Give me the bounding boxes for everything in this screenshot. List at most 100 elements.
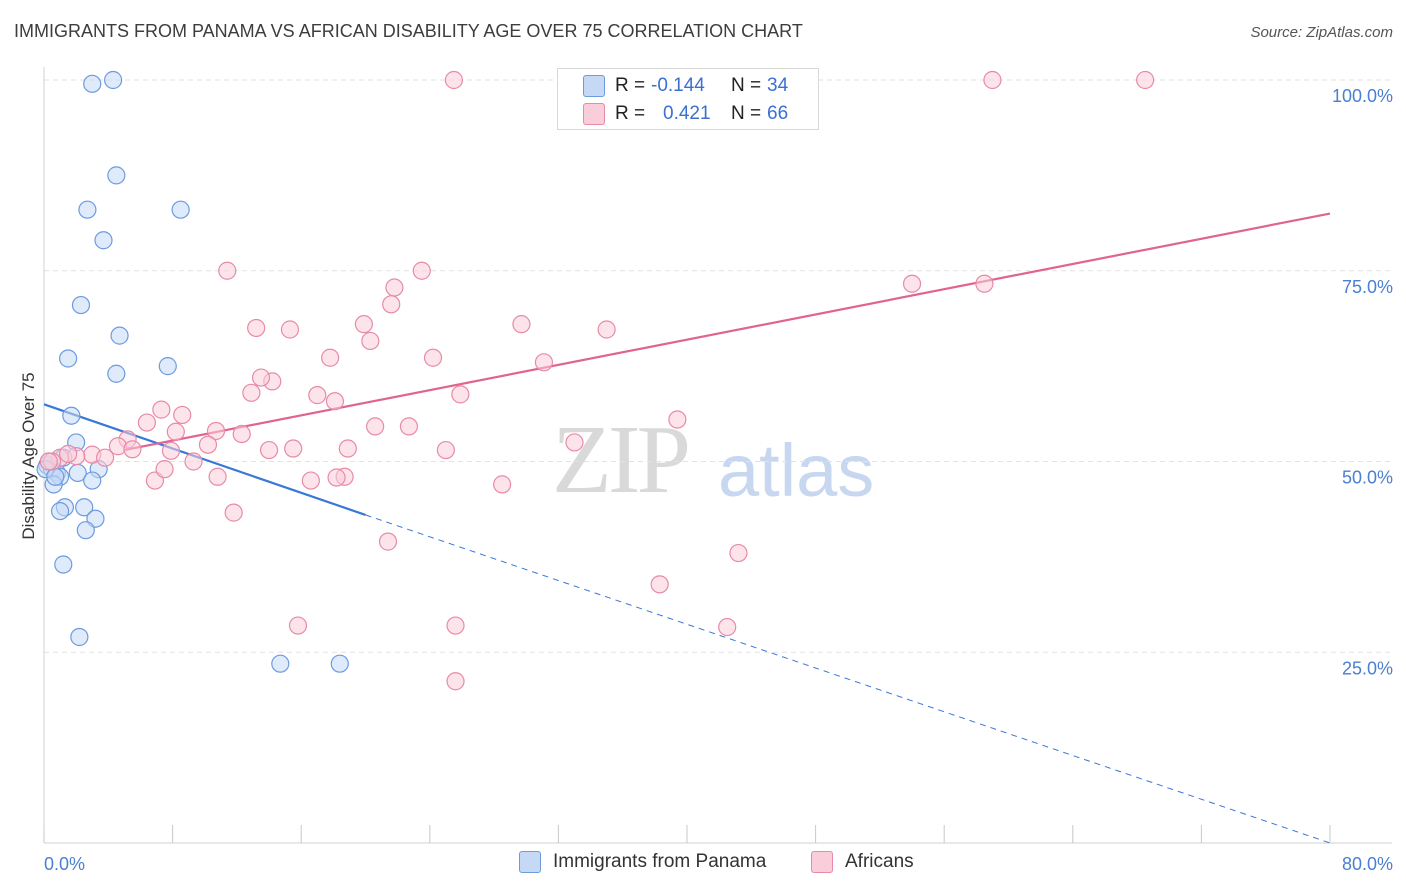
axes	[43, 67, 1392, 844]
africans-point	[338, 439, 357, 458]
legend: Immigrants from Panama Africans	[0, 851, 1406, 879]
n-value: 66	[767, 103, 789, 124]
africans-point	[718, 617, 737, 637]
y-tick-label: 75.0%	[1342, 277, 1393, 297]
africans-point	[308, 386, 327, 405]
panama-point	[330, 654, 349, 673]
stats-swatch-africans	[583, 103, 605, 125]
tick-labels: 100.0% 75.0% 50.0% 25.0% 0.0% 80.0%	[44, 86, 1393, 874]
r-value: -0.144	[651, 75, 705, 96]
africans-point	[208, 467, 227, 486]
africans-point	[436, 440, 455, 460]
panama-trendline-extension	[365, 514, 1331, 844]
y-tick-label: 25.0%	[1342, 658, 1393, 678]
africans-point	[161, 441, 181, 460]
africans-point	[280, 320, 300, 339]
panama-point	[76, 521, 95, 540]
africans-point	[650, 575, 669, 594]
africans-point	[39, 452, 58, 471]
panama-trendline	[43, 403, 366, 516]
africans-point	[399, 417, 419, 436]
africans-point	[173, 405, 192, 425]
africans-point	[232, 424, 251, 444]
africans-point	[155, 460, 174, 479]
panama-point	[104, 70, 123, 90]
africans-point	[284, 439, 303, 458]
africans-point	[259, 440, 279, 460]
r-value: 0.421	[663, 103, 711, 124]
africans-point	[137, 413, 156, 432]
africans-point	[198, 435, 218, 454]
africans-point	[382, 295, 401, 314]
n-value: 34	[767, 75, 789, 96]
legend-item-africans[interactable]: Africans	[811, 851, 914, 873]
panama-point	[158, 357, 177, 376]
legend-swatch-africans	[811, 851, 833, 873]
africans-point	[166, 422, 185, 441]
panama-point	[75, 498, 94, 517]
africans-point	[983, 70, 1002, 90]
africans-point	[361, 331, 380, 351]
africans-point	[512, 315, 531, 334]
africans-point	[975, 274, 994, 293]
panama-point	[94, 231, 113, 250]
source-credit: Source: ZipAtlas.com	[1250, 24, 1393, 41]
panama-point	[46, 467, 65, 486]
panama-point	[78, 200, 97, 219]
africans-point	[327, 468, 346, 487]
legend-swatch-panama	[519, 851, 541, 873]
panama-point	[50, 501, 70, 521]
panama-point	[59, 349, 78, 368]
africans-point	[301, 471, 320, 490]
stats-swatch-panama	[583, 75, 605, 97]
africans-point	[412, 261, 431, 280]
africans-point	[378, 532, 398, 551]
y-tick-label: 100.0%	[1332, 86, 1393, 106]
africans-point	[597, 320, 616, 339]
africans-point	[242, 383, 261, 402]
panama-point	[83, 74, 102, 93]
africans-point	[668, 410, 687, 429]
stats-box: R = -0.144 N = 34 R = 0.421 N = 66	[557, 68, 819, 130]
africans-point	[444, 70, 464, 90]
legend-label-africans: Africans	[845, 851, 914, 872]
trendlines	[43, 212, 1331, 844]
panama-point	[62, 406, 81, 425]
r-label: R =	[615, 75, 646, 96]
africans-point	[59, 444, 78, 463]
africans-trendline	[124, 212, 1331, 452]
panama-point	[171, 200, 190, 219]
africans-point	[184, 452, 203, 471]
y-tick-label: 50.0%	[1342, 468, 1393, 488]
panama-point	[83, 471, 102, 490]
africans-point	[251, 368, 271, 387]
stats-row-panama: R = -0.144 N = 34	[558, 71, 818, 101]
africans-point	[366, 417, 385, 436]
gridlines	[44, 79, 1392, 653]
africans-point	[321, 348, 340, 367]
r-label: R =	[615, 103, 646, 124]
africans-point	[729, 543, 748, 563]
watermark-zip: ZIP	[552, 406, 691, 514]
x-tick-label: 80.0%	[1342, 854, 1393, 874]
africans-point	[902, 274, 922, 293]
y-axis-label: Disability Age Over 75	[19, 372, 38, 539]
africans-point	[446, 672, 465, 691]
africans-point	[385, 278, 404, 297]
africans-point	[95, 448, 115, 467]
n-label: N =	[731, 103, 762, 124]
legend-label-panama: Immigrants from Panama	[553, 851, 767, 872]
chart-title: IMMIGRANTS FROM PANAMA VS AFRICAN DISABI…	[14, 21, 803, 41]
data-points	[36, 70, 1155, 691]
africans-point	[446, 616, 465, 635]
n-label: N =	[731, 75, 762, 96]
africans-point	[288, 616, 308, 635]
africans-point	[247, 318, 266, 338]
africans-point	[325, 392, 345, 411]
panama-point	[70, 627, 89, 647]
panama-point	[110, 326, 129, 345]
legend-item-panama[interactable]: Immigrants from Panama	[519, 851, 766, 873]
panama-point	[107, 166, 126, 185]
africans-point	[423, 348, 443, 367]
